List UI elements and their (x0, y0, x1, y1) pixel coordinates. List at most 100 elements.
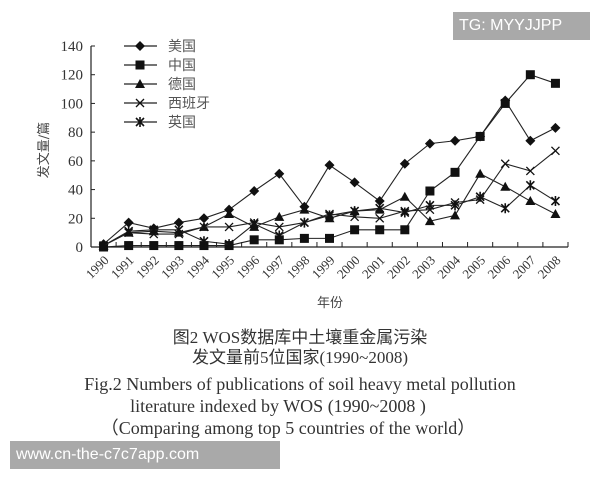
x-tick-label: 1995 (208, 253, 237, 282)
data-point-1-1 (124, 241, 134, 251)
data-point-4-8 (299, 217, 309, 228)
data-point-2-13 (424, 216, 435, 226)
data-point-4-1 (124, 226, 134, 237)
data-point-1-3 (174, 241, 184, 251)
y-tick-label: 20 (68, 211, 83, 227)
x-tick-label: 1996 (233, 252, 262, 281)
data-point-1-2 (149, 241, 159, 251)
x-tick-label: 2001 (359, 253, 388, 282)
data-point-2-5 (224, 208, 235, 218)
data-point-0-7 (274, 168, 285, 179)
legend-marker-3 (135, 98, 145, 108)
data-point-4-0 (98, 240, 109, 251)
data-point-4-18 (550, 196, 561, 207)
x-tick-label: 2002 (384, 253, 413, 282)
data-point-4-12 (400, 207, 410, 218)
data-point-0-3 (173, 217, 184, 228)
data-point-0-4 (198, 213, 209, 224)
data-point-4-4 (199, 236, 209, 247)
data-point-4-5 (224, 239, 234, 250)
x-tick-label: 1991 (108, 253, 137, 282)
data-point-2-18 (550, 208, 561, 218)
legend-marker-0 (135, 41, 145, 51)
data-point-1-9 (325, 233, 334, 243)
data-point-3-5 (224, 222, 234, 232)
x-tick-label: 2006 (484, 252, 513, 281)
x-tick-label: 1993 (158, 253, 187, 282)
data-point-1-14 (450, 167, 460, 177)
legend-label-2: 德国 (168, 77, 196, 93)
data-point-0-9 (324, 160, 335, 171)
x-tick-label: 1994 (183, 252, 212, 281)
y-tick-label: 100 (61, 96, 84, 112)
y-tick-label: 40 (68, 183, 83, 199)
data-point-1-6 (249, 235, 259, 245)
legend-marker-1 (135, 60, 145, 70)
data-point-4-9 (324, 210, 335, 221)
data-point-3-11 (375, 213, 385, 223)
data-point-1-8 (299, 233, 309, 243)
data-point-2-15 (475, 168, 486, 178)
watermark-top: TG: MYYJJPP (453, 12, 590, 40)
x-tick-label: 1998 (284, 253, 313, 282)
caption-en-line1: Fig.2 Numbers of publications of soil he… (84, 374, 516, 394)
watermark-bottom: www.cn-the-c7c7app.com (10, 441, 280, 469)
data-point-3-18 (550, 146, 560, 156)
data-point-4-10 (350, 206, 360, 217)
data-point-4-14 (450, 200, 460, 211)
data-point-0-17 (525, 135, 536, 146)
caption-cn-line2: 发文量前5位国家(1990~2008) (191, 348, 409, 367)
data-point-1-16 (500, 98, 510, 108)
data-point-4-16 (500, 203, 510, 214)
y-tick-label: 80 (68, 125, 83, 141)
x-tick-label: 1997 (258, 252, 287, 281)
data-point-2-14 (450, 210, 461, 220)
data-point-0-1 (123, 217, 134, 228)
data-point-1-18 (550, 78, 560, 88)
caption-en-line3: （Comparing among top 5 countries of the … (100, 418, 476, 438)
legend-label-3: 西班牙 (168, 96, 210, 112)
data-point-1-10 (350, 225, 360, 235)
x-tick-label: 2007 (509, 252, 538, 281)
x-tick-label: 2000 (334, 253, 363, 282)
data-point-1-12 (400, 225, 410, 235)
data-point-0-6 (249, 186, 260, 197)
data-point-0-12 (399, 158, 410, 169)
x-axis-label: 年份 (317, 296, 343, 311)
data-point-0-13 (424, 138, 435, 149)
data-point-3-7 (274, 222, 284, 232)
data-point-2-7 (274, 211, 285, 221)
data-point-4-15 (475, 191, 485, 202)
x-tick-label: 2004 (434, 252, 463, 281)
data-point-2-16 (500, 181, 511, 191)
legend-marker-4 (135, 117, 145, 127)
x-tick-label: 2005 (459, 253, 488, 282)
y-tick-label: 120 (61, 68, 84, 84)
data-point-0-14 (450, 135, 461, 146)
data-point-4-7 (274, 230, 284, 241)
data-point-4-3 (174, 224, 184, 235)
line-chart: 0204060801001201401990199119921993199419… (36, 39, 569, 311)
data-point-1-13 (425, 186, 435, 196)
data-point-3-16 (500, 159, 510, 169)
data-point-0-10 (349, 177, 360, 188)
data-point-1-11 (375, 225, 385, 235)
data-point-0-11 (374, 196, 385, 207)
caption-cn-line1: 图2 WOS数据库中土壤重金属污染 (172, 328, 428, 347)
data-point-4-17 (525, 180, 535, 191)
legend-marker-2 (135, 79, 145, 88)
y-tick-label: 60 (68, 154, 83, 170)
x-tick-label: 1992 (133, 253, 162, 282)
data-point-3-4 (199, 222, 209, 232)
legend-label-1: 中国 (168, 58, 196, 74)
y-tick-label: 0 (76, 240, 84, 256)
legend-label-4: 英国 (168, 114, 196, 131)
data-point-3-17 (525, 166, 535, 176)
data-point-0-18 (550, 122, 561, 133)
data-point-2-8 (299, 204, 310, 214)
x-tick-label: 2003 (409, 253, 438, 282)
data-point-1-15 (475, 131, 485, 141)
y-axis-label: 发文量/篇 (36, 122, 52, 178)
x-tick-label: 2008 (535, 253, 564, 282)
data-point-2-17 (525, 196, 536, 206)
